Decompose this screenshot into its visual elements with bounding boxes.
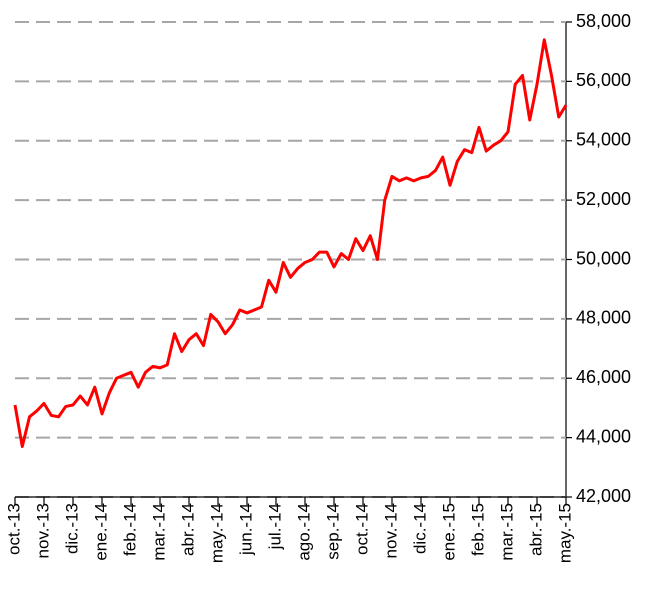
x-tick-label: ene.-14 [91, 503, 110, 561]
x-tick-label: dic.-14 [410, 503, 429, 554]
line-series [13, 38, 568, 449]
y-tick-label: 44,000 [576, 426, 631, 446]
x-tick-label: ago.-14 [294, 503, 313, 561]
x-tick-label: jul.-14 [265, 503, 284, 550]
x-tick-label: may.-14 [207, 503, 226, 563]
x-tick-label: abr.-15 [526, 503, 545, 556]
y-tick-label: 58,000 [576, 11, 631, 31]
y-tick-label: 52,000 [576, 189, 631, 209]
y-tick-label: 54,000 [576, 130, 631, 150]
y-tick-label: 42,000 [576, 486, 631, 506]
x-tick-label: mar.-14 [149, 503, 168, 561]
y-tick-label: 48,000 [576, 308, 631, 328]
x-tick-label: dic.-13 [62, 503, 81, 554]
y-tick-label: 50,000 [576, 248, 631, 268]
x-tick-label: jun.-14 [236, 503, 255, 556]
y-tick-label: 56,000 [576, 70, 631, 90]
y-tick-label: 46,000 [576, 367, 631, 387]
x-tick-label: feb.-14 [120, 503, 139, 556]
x-tick-label: feb.-15 [468, 503, 487, 556]
x-tick-label: may.-15 [555, 503, 574, 563]
x-tick-label: oct.-14 [352, 503, 371, 555]
x-tick-label: nov.-13 [33, 503, 52, 558]
x-tick-label: mar.-15 [497, 503, 516, 561]
x-tick-label: abr.-14 [178, 503, 197, 556]
x-tick-label: ene.-15 [439, 503, 458, 561]
x-tick-label: sep.-14 [323, 503, 342, 560]
x-tick-label: nov.-14 [381, 503, 400, 558]
x-tick-label: oct.-13 [4, 503, 23, 555]
